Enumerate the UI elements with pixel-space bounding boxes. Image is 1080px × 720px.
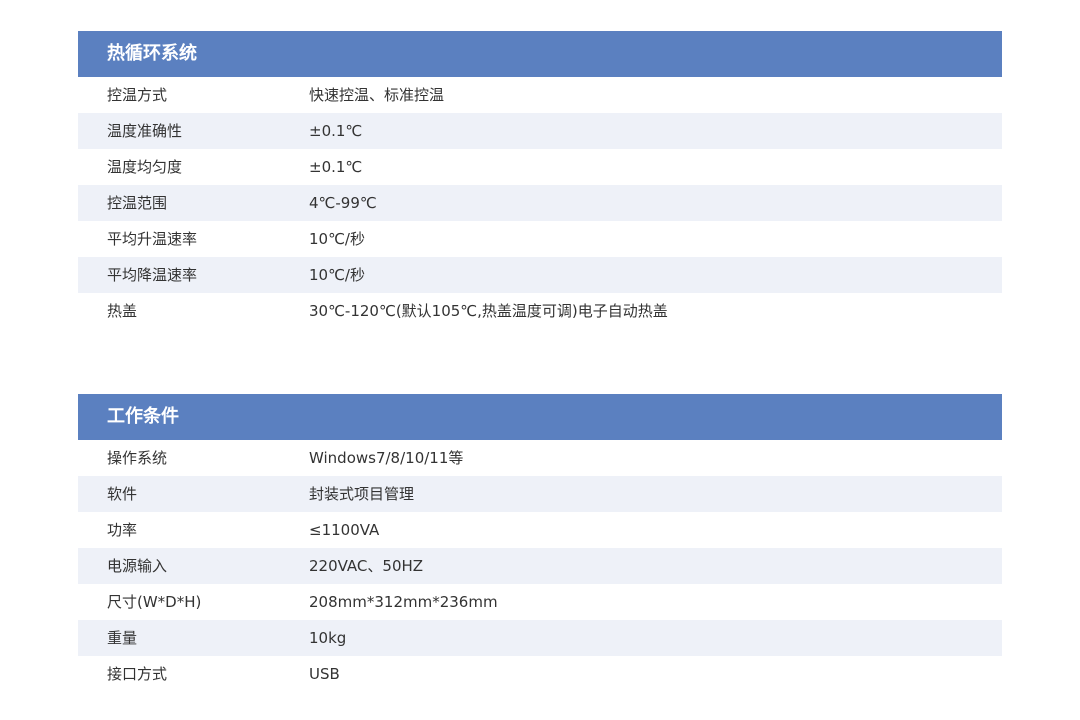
spec-value: 快速控温、标准控温 [309,86,445,104]
table-row: 重量 10kg [78,620,1002,656]
table-row: 控温范围 4℃-99℃ [78,185,1002,221]
table-row: 温度均匀度 ±0.1℃ [78,149,1002,185]
spec-label: 功率 [107,521,138,539]
spec-label: 平均升温速率 [107,230,198,248]
spec-value: Windows7/8/10/11等 [309,449,464,467]
spec-label: 平均降温速率 [107,266,198,284]
spec-table: 操作系统 Windows7/8/10/11等软件 封装式项目管理功率 ≤1100VA 电… [78,440,1002,692]
table-row: 电源输入 220VAC、50HZ [78,548,1002,584]
section-title: 工作条件 [78,394,1002,440]
spec-label: 热盖 [107,302,138,320]
spec-value: USB [309,665,340,683]
spec-value: ≤1100VA [309,521,380,539]
table-row: 控温方式 快速控温、标准控温 [78,77,1002,113]
section-title: 热循环系统 [78,31,1002,77]
spec-label: 重量 [107,629,138,647]
spec-value: 10℃/秒 [309,266,365,284]
spec-label: 温度均匀度 [107,158,183,176]
table-row: 平均升温速率 10℃/秒 [78,221,1002,257]
spec-label: 电源输入 [107,557,168,575]
table-row: 功率 ≤1100VA [78,512,1002,548]
table-row: 接口方式 USB [78,656,1002,692]
spec-label: 尺寸(W*D*H) [107,593,202,611]
spec-label: 软件 [107,485,138,503]
table-row: 温度准确性 ±0.1℃ [78,113,1002,149]
spec-value: 封装式项目管理 [309,485,415,503]
spec-value: 208mm*312mm*236mm [309,593,498,611]
table-row: 热盖 30℃-120℃(默认105℃,热盖温度可调)电子自动热盖 [78,293,1002,329]
spec-label: 控温方式 [107,86,168,104]
spec-label: 操作系统 [107,449,168,467]
spec-value: 30℃-120℃(默认105℃,热盖温度可调)电子自动热盖 [309,302,668,320]
thermal-cycling-section: 热循环系统 控温方式 快速控温、标准控温 温度准确性 ±0.1℃ 温度均匀度 ±0.1℃ 控… [78,31,1002,329]
table-row: 平均降温速率 10℃/秒 [78,257,1002,293]
spec-value: ±0.1℃ [309,158,363,176]
spec-label: 温度准确性 [107,122,183,140]
spec-label: 接口方式 [107,665,168,683]
table-row: 尺寸(W*D*H) 208mm*312mm*236mm [78,584,1002,620]
spec-value: 220VAC、50HZ [309,557,424,575]
spec-value: 10kg [309,629,347,647]
spec-value: ±0.1℃ [309,122,363,140]
spec-value: 10℃/秒 [309,230,365,248]
table-row: 软件 封装式项目管理 [78,476,1002,512]
spec-table: 控温方式 快速控温、标准控温温度准确性 ±0.1℃ 温度均匀度 ±0.1℃ 控温范围 4℃-… [78,77,1002,329]
working-conditions-section: 工作条件 操作系统 Windows7/8/10/11等软件 封装式项目管理功率 ≤11… [78,394,1002,692]
table-row: 操作系统 Windows7/8/10/11等 [78,440,1002,476]
spec-label: 控温范围 [107,194,168,212]
spec-value: 4℃-99℃ [309,194,377,212]
